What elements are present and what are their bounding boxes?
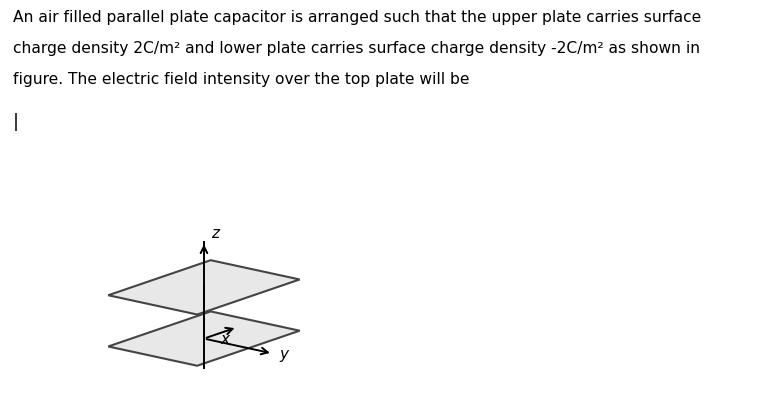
Text: x: x [220, 332, 229, 347]
Text: figure. The electric field intensity over the top plate will be: figure. The electric field intensity ove… [13, 72, 470, 87]
Text: y: y [279, 346, 288, 361]
Text: charge density 2C/m² and lower plate carries surface charge density -2C/m² as sh: charge density 2C/m² and lower plate car… [13, 41, 700, 56]
Polygon shape [108, 261, 300, 315]
Text: An air filled parallel plate capacitor is arranged such that the upper plate car: An air filled parallel plate capacitor i… [13, 10, 701, 25]
Text: z: z [211, 225, 218, 241]
Text: |: | [13, 112, 19, 130]
Polygon shape [108, 312, 300, 366]
